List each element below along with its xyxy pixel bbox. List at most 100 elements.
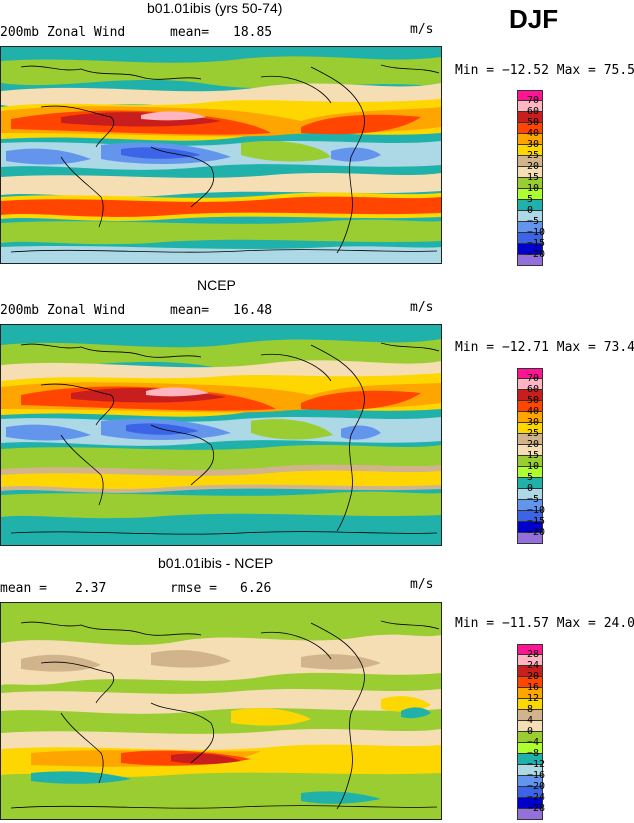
colorbar-level-label: 4 [527, 715, 534, 726]
panel-3-mean-value: 2.37 [75, 581, 107, 596]
colorbar-swatch [517, 412, 543, 423]
colorbar-level-label: 50 [527, 117, 540, 128]
panel-1-mean-label: mean= [170, 25, 210, 40]
colorbar-level-label: 25 [527, 150, 540, 161]
colorbar-swatch [517, 699, 543, 710]
colorbar-level-label: 24 [527, 660, 540, 671]
panel-3-title: b01.01ibis - NCEP [158, 555, 274, 571]
colorbar-level-label: 15 [527, 172, 540, 183]
colorbar-swatch [517, 500, 543, 511]
colorbar-level-label: −5 [527, 216, 540, 227]
colorbar-swatch [517, 123, 543, 134]
colorbar-level-label: −24 [527, 792, 546, 803]
colorbar-level-label: −28 [527, 803, 546, 814]
colorbar-swatch [517, 522, 543, 533]
colorbar-swatch [517, 434, 543, 445]
colorbar-level-label: 30 [527, 417, 540, 428]
panel-1-minmax: Min = −12.52 Max = 75.51 [455, 63, 634, 78]
colorbar-level-label: 40 [527, 128, 540, 139]
colorbar-level-label: 12 [527, 693, 540, 704]
colorbar-swatch [517, 511, 543, 522]
colorbar-swatch [517, 145, 543, 156]
colorbar-swatch [517, 189, 543, 200]
panel-3-units: m/s [410, 577, 434, 592]
colorbar-swatch [517, 809, 543, 820]
colorbar-swatch [517, 445, 543, 456]
panel-1-units: m/s [410, 22, 434, 37]
colorbar-level-label: 8 [527, 704, 534, 715]
colorbar-level-label: 40 [527, 406, 540, 417]
colorbar-swatch [517, 644, 543, 655]
colorbar-level-label: −15 [527, 238, 546, 249]
colorbar-level-label: 0 [527, 205, 534, 216]
panel-3-mean-label: mean = [0, 581, 47, 596]
colorbar-level-label: 25 [527, 428, 540, 439]
panel-1-variable: 200mb Zonal Wind [0, 25, 126, 40]
colorbar-level-label: 20 [527, 439, 540, 450]
colorbar-level-label: 0 [527, 483, 534, 494]
colorbar-swatch [517, 798, 543, 809]
panel-3-minmax: Min = −11.57 Max = 24.02 [455, 616, 634, 631]
panel-3-rmse-value: 6.26 [240, 581, 272, 596]
colorbar-swatch [517, 134, 543, 145]
colorbar-level-label: 60 [527, 384, 540, 395]
colorbar-level-label: 50 [527, 395, 540, 406]
colorbar-level-label: 70 [527, 95, 540, 106]
colorbar-level-label: −20 [527, 249, 546, 260]
colorbar-swatch [517, 156, 543, 167]
colorbar-swatch [517, 710, 543, 721]
season-label: DJF [509, 4, 559, 34]
colorbar-level-label: −20 [527, 527, 546, 538]
panel-2-mean-value: 16.48 [233, 303, 273, 318]
colorbar-level-label: 0 [527, 726, 534, 737]
colorbar-swatch [517, 533, 543, 544]
colorbar-level-label: −15 [527, 516, 546, 527]
colorbar-level-label: 10 [527, 461, 540, 472]
colorbar-swatch [517, 666, 543, 677]
colorbar-swatch [517, 732, 543, 743]
colorbar-swatch [517, 401, 543, 412]
colorbar-swatch [517, 178, 543, 189]
panel-2-map [0, 324, 442, 546]
panel-2-mean-label: mean= [170, 303, 210, 318]
colorbar-swatch [517, 112, 543, 123]
colorbar-level-label: 15 [527, 450, 540, 461]
colorbar-swatch [517, 423, 543, 434]
panel-2-variable: 200mb Zonal Wind [0, 303, 126, 318]
colorbar-swatch [517, 688, 543, 699]
colorbar-swatch [517, 368, 543, 379]
colorbar-level-label: −16 [527, 770, 546, 781]
colorbar-level-label: −10 [527, 227, 546, 238]
colorbar-swatch [517, 233, 543, 244]
colorbar-swatch [517, 200, 543, 211]
colorbar-swatch [517, 255, 543, 266]
panel-1-mean-value: 18.85 [233, 25, 273, 40]
colorbar-swatch [517, 489, 543, 500]
colorbar-level-label: 30 [527, 139, 540, 150]
colorbar-level-label: −5 [527, 494, 540, 505]
colorbar-level-label: 20 [527, 161, 540, 172]
panel-3-map [0, 602, 442, 820]
colorbar-swatch [517, 167, 543, 178]
colorbar-swatch [517, 754, 543, 765]
colorbar-swatch [517, 244, 543, 255]
colorbar-swatch [517, 222, 543, 233]
panel-1-title: b01.01ibis (yrs 50-74) [147, 0, 283, 16]
colorbar-level-label: −10 [527, 505, 546, 516]
panel-2-title: NCEP [197, 277, 236, 293]
colorbar-swatch [517, 90, 543, 101]
panel-1-map [0, 46, 442, 264]
colorbar-swatch [517, 390, 543, 401]
panel-2-units: m/s [410, 300, 434, 315]
panel-2-minmax: Min = −12.71 Max = 73.49 [455, 340, 634, 355]
colorbar-swatch [517, 655, 543, 666]
colorbar-level-label: 20 [527, 671, 540, 682]
colorbar-level-label: −12 [527, 759, 546, 770]
colorbar-level-label: 70 [527, 373, 540, 384]
colorbar-level-label: 5 [527, 472, 534, 483]
colorbar-swatch [517, 743, 543, 754]
colorbar-level-label: 10 [527, 183, 540, 194]
colorbar-level-label: 60 [527, 106, 540, 117]
colorbar-swatch [517, 467, 543, 478]
colorbar-level-label: 28 [527, 649, 540, 660]
